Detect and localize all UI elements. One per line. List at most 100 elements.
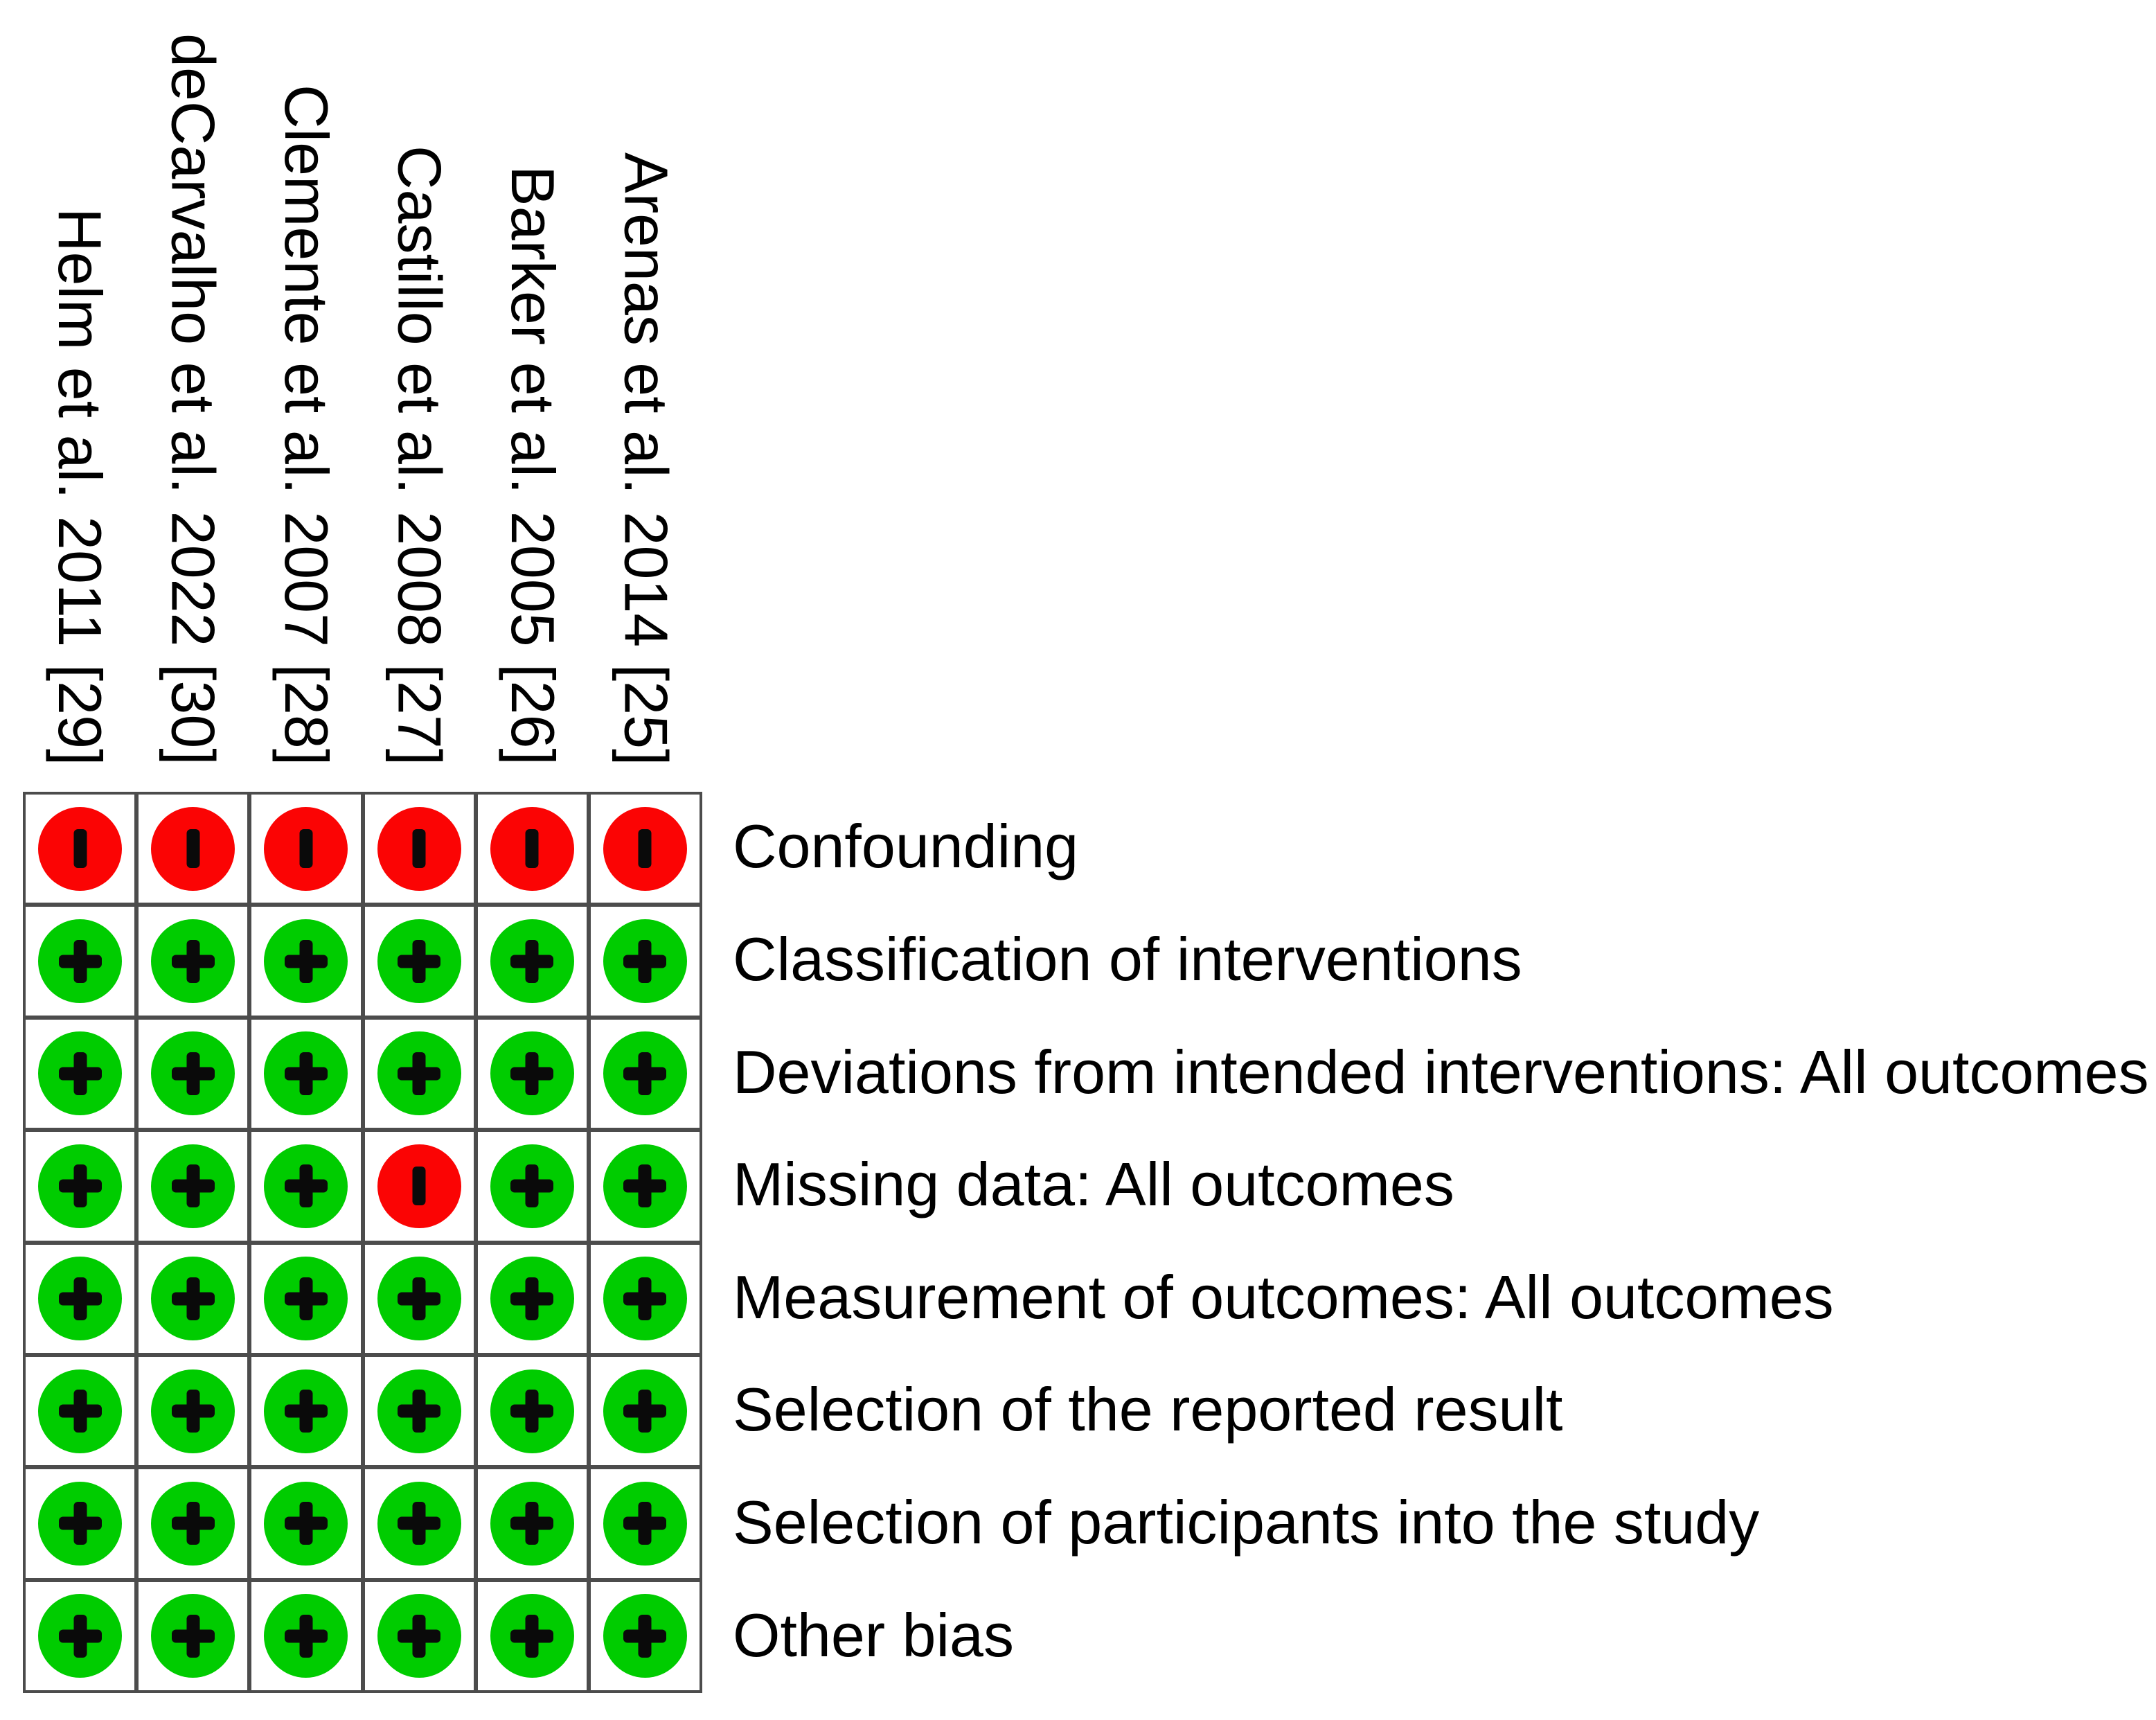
judgment-cell [362,1130,476,1243]
plus-circle [38,1144,123,1228]
judgment-cell [588,1242,702,1355]
plus-circle [603,1257,687,1341]
study-header: Clemente et al. 2007 [28] [271,84,341,765]
plus-icon [299,1277,313,1320]
plus-icon [525,1052,539,1095]
plus-circle [38,919,123,1004]
plus-icon [525,1614,539,1658]
judgment-cell [475,1467,589,1580]
plus-circle [603,1144,687,1228]
judgment-cell [136,1017,250,1131]
bias-domain-label: Confounding [733,812,1079,881]
judgment-cell [249,1130,363,1243]
bias-domain-label: Selection of the reported result [733,1375,1563,1444]
plus-circle [151,919,235,1004]
plus-circle [151,1144,235,1228]
plus-circle [377,1369,461,1453]
plus-icon [638,1502,652,1545]
judgment-grid [23,792,702,1693]
judgment-cell [588,1017,702,1131]
judgment-cell [362,905,476,1018]
judgment-cell [24,1017,137,1131]
judgment-cell [24,1467,137,1580]
minus-icon [186,829,200,869]
judgment-cell [249,1242,363,1355]
plus-icon [186,1614,200,1658]
plus-circle [151,1369,235,1453]
plus-icon [525,1277,539,1320]
plus-circle [603,1031,687,1116]
plus-icon [638,1390,652,1433]
plus-circle [490,919,574,1004]
plus-circle [264,1257,348,1341]
plus-icon [299,1390,313,1433]
plus-circle [603,919,687,1004]
plus-circle [264,1144,348,1228]
study-header: Castillo et al. 2008 [27] [385,145,454,765]
plus-icon [73,1164,87,1208]
plus-circle [151,1031,235,1116]
plus-icon [638,1614,652,1658]
plus-icon [186,1502,200,1545]
plus-icon [638,939,652,983]
judgment-cell [588,1130,702,1243]
plus-icon [73,1052,87,1095]
judgment-cell [588,792,702,905]
plus-icon [412,1614,426,1658]
plus-icon [638,1164,652,1208]
plus-icon [299,1052,313,1095]
judgment-cell [249,1579,363,1692]
judgment-cell [362,1242,476,1355]
plus-icon [186,1164,200,1208]
plus-icon [299,939,313,983]
judgment-cell [249,1354,363,1468]
judgment-cell [136,792,250,905]
judgment-cell [475,1130,589,1243]
judgment-cell [362,1467,476,1580]
minus-circle [603,806,687,891]
plus-icon [73,1277,87,1320]
bias-domain-label: Classification of interventions [733,925,1522,994]
plus-circle [490,1144,574,1228]
bias-domain-label: Deviations from intended interventions: … [733,1037,2149,1106]
judgment-cell [475,1017,589,1131]
plus-icon [186,1277,200,1320]
plus-circle [151,1594,235,1678]
judgment-cell [24,1354,137,1468]
judgment-cell [475,792,589,905]
judgment-cell [475,1354,589,1468]
plus-circle [490,1031,574,1116]
plus-circle [38,1031,123,1116]
plus-circle [264,919,348,1004]
plus-circle [151,1481,235,1566]
plus-icon [299,1614,313,1658]
minus-circle [377,1144,461,1228]
plus-circle [490,1369,574,1453]
judgment-cell [24,792,137,905]
plus-icon [525,939,539,983]
bias-domain-label: Measurement of outcomes: All outcomes [733,1262,1834,1331]
judgment-cell [249,1017,363,1131]
judgment-cell [136,1354,250,1468]
plus-circle [38,1594,123,1678]
minus-icon [299,829,313,869]
plus-circle [490,1481,574,1566]
judgment-cell [24,1242,137,1355]
plus-circle [264,1481,348,1566]
plus-icon [412,1390,426,1433]
plus-circle [151,1257,235,1341]
plus-icon [412,1277,426,1320]
plus-circle [38,1257,123,1341]
plus-circle [603,1594,687,1678]
bias-domain-label: Selection of participants into the study [733,1488,1760,1557]
plus-circle [490,1594,574,1678]
minus-circle [490,806,574,891]
plus-icon [638,1277,652,1320]
judgment-cell [588,1467,702,1580]
plus-icon [412,1502,426,1545]
plus-icon [186,1052,200,1095]
bias-domain-label: Missing data: All outcomes [733,1150,1454,1219]
plus-icon [638,1052,652,1095]
judgment-cell [24,1579,137,1692]
plus-icon [73,1614,87,1658]
